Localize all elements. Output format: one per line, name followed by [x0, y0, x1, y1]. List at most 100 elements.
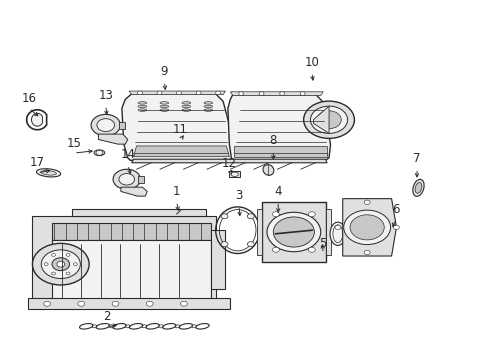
Polygon shape — [229, 171, 240, 177]
Text: 8: 8 — [270, 134, 277, 147]
Polygon shape — [122, 94, 234, 160]
Polygon shape — [262, 202, 326, 262]
Circle shape — [119, 174, 135, 185]
Polygon shape — [257, 209, 262, 255]
Polygon shape — [343, 199, 396, 256]
Circle shape — [147, 301, 153, 306]
Text: 13: 13 — [98, 89, 113, 102]
Polygon shape — [211, 230, 225, 289]
Circle shape — [66, 253, 70, 256]
Circle shape — [91, 114, 121, 136]
Polygon shape — [52, 223, 211, 240]
Polygon shape — [326, 209, 331, 255]
Circle shape — [259, 92, 264, 95]
Circle shape — [300, 92, 305, 95]
Circle shape — [317, 111, 341, 129]
Text: 15: 15 — [67, 136, 81, 149]
Polygon shape — [121, 187, 147, 196]
Ellipse shape — [160, 105, 169, 108]
Circle shape — [308, 247, 315, 252]
Ellipse shape — [330, 222, 345, 246]
Text: 17: 17 — [30, 156, 45, 169]
Circle shape — [157, 91, 162, 95]
Ellipse shape — [138, 109, 147, 111]
Text: 3: 3 — [236, 189, 243, 202]
Circle shape — [343, 210, 391, 244]
Circle shape — [44, 263, 48, 266]
Circle shape — [272, 212, 279, 217]
Polygon shape — [230, 92, 323, 95]
Circle shape — [267, 212, 321, 252]
Circle shape — [364, 200, 370, 204]
Text: 9: 9 — [161, 65, 168, 78]
Circle shape — [96, 150, 103, 155]
Circle shape — [273, 217, 315, 247]
Ellipse shape — [94, 150, 105, 156]
Polygon shape — [139, 176, 144, 183]
Circle shape — [247, 242, 254, 247]
Text: 10: 10 — [304, 56, 319, 69]
Circle shape — [113, 169, 141, 189]
Circle shape — [138, 91, 143, 95]
Circle shape — [272, 247, 279, 252]
Circle shape — [280, 92, 285, 95]
Circle shape — [393, 225, 399, 229]
Polygon shape — [72, 210, 206, 216]
Text: 16: 16 — [22, 92, 37, 105]
Text: 1: 1 — [173, 185, 180, 198]
Circle shape — [51, 253, 55, 256]
Circle shape — [335, 225, 341, 229]
Circle shape — [41, 250, 80, 279]
Text: 5: 5 — [319, 237, 327, 250]
Polygon shape — [98, 134, 128, 144]
Ellipse shape — [413, 179, 424, 197]
Circle shape — [176, 91, 181, 95]
Text: 2: 2 — [103, 310, 111, 324]
Ellipse shape — [231, 172, 239, 176]
Circle shape — [112, 301, 119, 306]
Text: 14: 14 — [120, 148, 135, 161]
Circle shape — [57, 261, 65, 267]
Circle shape — [350, 215, 384, 240]
Text: 4: 4 — [274, 185, 282, 198]
Circle shape — [51, 272, 55, 275]
Ellipse shape — [415, 183, 422, 193]
Ellipse shape — [182, 105, 191, 108]
Ellipse shape — [41, 171, 56, 175]
Circle shape — [52, 258, 70, 271]
Ellipse shape — [204, 109, 213, 111]
Ellipse shape — [138, 105, 147, 108]
Circle shape — [78, 301, 85, 306]
Text: 7: 7 — [413, 152, 421, 165]
Circle shape — [221, 214, 228, 219]
Ellipse shape — [160, 109, 169, 111]
Circle shape — [66, 272, 70, 275]
Circle shape — [311, 106, 347, 134]
Ellipse shape — [182, 109, 191, 111]
Circle shape — [364, 250, 370, 255]
Circle shape — [221, 242, 228, 247]
Polygon shape — [129, 91, 225, 95]
Polygon shape — [228, 95, 331, 160]
Circle shape — [216, 91, 220, 95]
Text: 11: 11 — [173, 123, 188, 136]
Circle shape — [44, 301, 50, 306]
Circle shape — [239, 92, 244, 95]
Polygon shape — [234, 146, 327, 157]
Circle shape — [304, 101, 354, 138]
Polygon shape — [32, 216, 216, 304]
Circle shape — [247, 214, 254, 219]
Ellipse shape — [182, 102, 191, 104]
Circle shape — [97, 119, 115, 132]
Ellipse shape — [160, 102, 169, 104]
Polygon shape — [134, 146, 229, 157]
Circle shape — [74, 263, 77, 266]
Polygon shape — [31, 113, 43, 126]
Ellipse shape — [36, 169, 61, 177]
Circle shape — [180, 301, 187, 306]
Polygon shape — [27, 298, 230, 309]
Text: 6: 6 — [392, 203, 399, 216]
Circle shape — [32, 243, 89, 285]
Ellipse shape — [138, 102, 147, 104]
Polygon shape — [120, 122, 125, 129]
